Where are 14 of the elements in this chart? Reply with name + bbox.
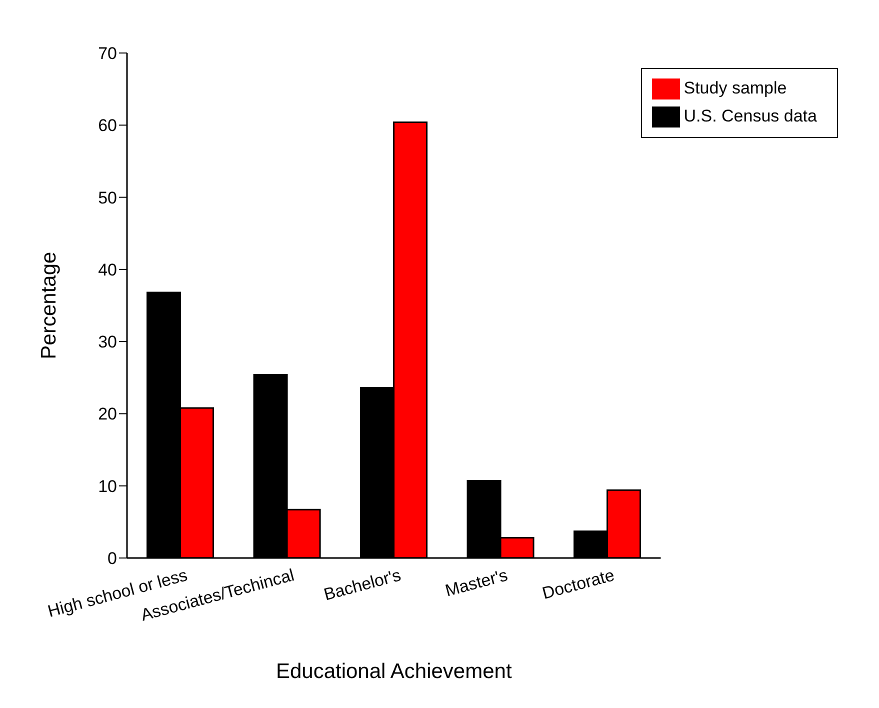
x-tick-label: Doctorate <box>540 566 616 603</box>
y-tick-label: 60 <box>98 116 117 136</box>
y-tick-label: 0 <box>108 549 117 568</box>
x-tick-label: Master's <box>443 566 510 600</box>
y-tick-label: 20 <box>98 404 117 424</box>
y-tick-label: 40 <box>98 260 117 280</box>
y-tick-label: 70 <box>98 44 117 64</box>
y-axis-title: Percentage <box>37 252 60 360</box>
y-tick-label: 50 <box>98 188 117 208</box>
y-tick-label: 30 <box>98 332 117 352</box>
x-axis-title: Educational Achievement <box>276 660 512 683</box>
legend-label: U.S. Census data <box>684 106 817 126</box>
y-tick-label: 10 <box>98 476 117 496</box>
legend-label: Study sample <box>684 78 787 98</box>
